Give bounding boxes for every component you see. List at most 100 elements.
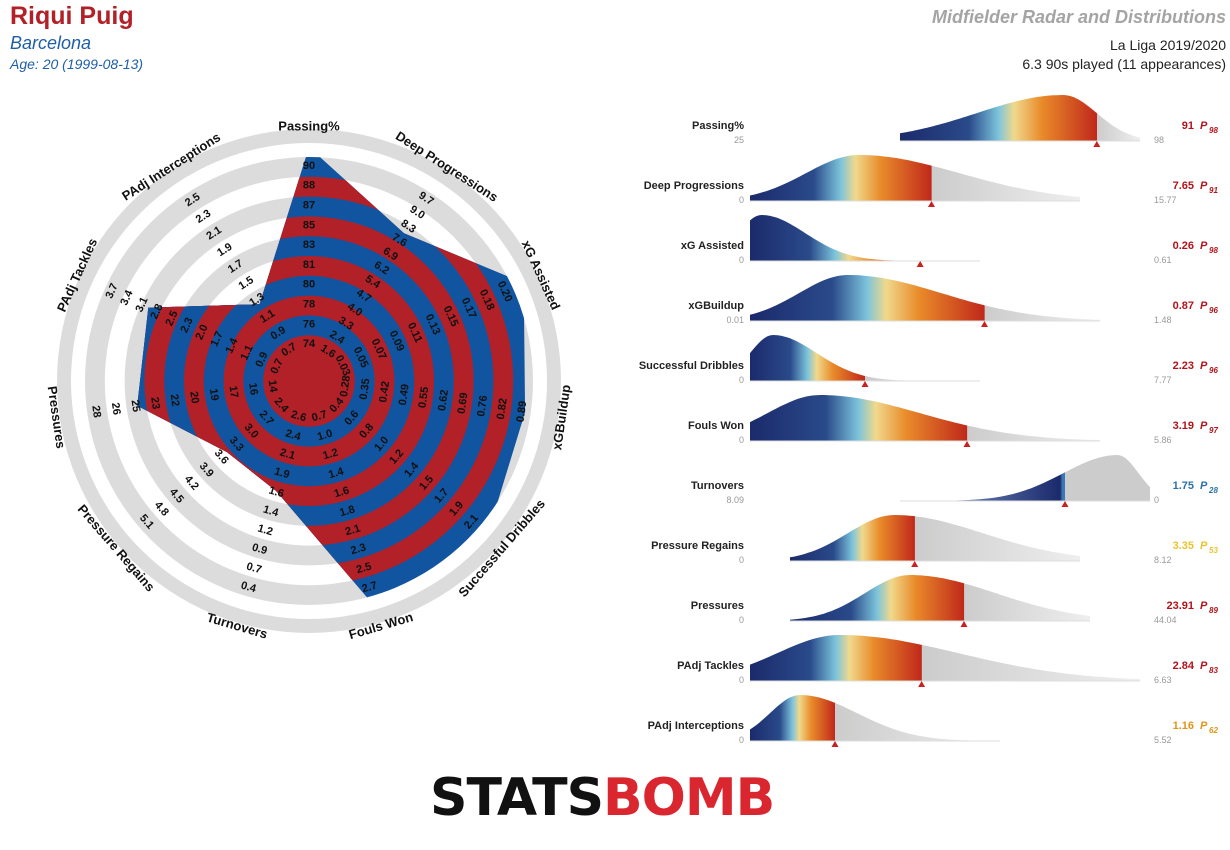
percentile-value: 53 (1209, 546, 1218, 555)
radar-tick-label: 88 (303, 180, 315, 192)
radar-tick-label: 28 (89, 405, 103, 419)
percentile-label: P (1200, 360, 1208, 372)
distribution-area (750, 215, 980, 261)
distribution-row: xGBuildup 0.01 1.480.87 P 96 (688, 275, 1218, 327)
radar-fill-center (282, 354, 336, 408)
radar-tick-label: 19 (207, 388, 221, 402)
metric-min: 0 (739, 195, 744, 205)
metric-label: Turnovers (691, 480, 744, 492)
distribution-row: Successful Dribbles 0 7.772.23 P 96 (639, 335, 1218, 387)
metric-label: xG Assisted (681, 240, 744, 252)
metric-max: 44.04 (1154, 615, 1177, 625)
radar-tick-label: 0.55 (416, 386, 431, 409)
radar-tick-label: 1.4 (262, 503, 281, 519)
distribution-row: Turnovers 8.09 0 1.75 P 28 (691, 455, 1218, 507)
radar-tick-label: 0.4 (239, 579, 258, 595)
team-name: Barcelona (10, 33, 92, 53)
metric-min: 0.01 (726, 315, 744, 325)
radar-chart: 74767880818385878890Passing%1.62.43.34.0… (45, 119, 574, 643)
percentile-label: P (1200, 600, 1208, 612)
radar-tick-label: 26 (109, 402, 123, 416)
value-marker (831, 741, 839, 747)
distribution-row: Fouls Won 0 5.863.19 P 97 (688, 395, 1218, 447)
value-marker (1061, 501, 1069, 507)
metric-value: 23.91 (1166, 600, 1194, 612)
metric-value: 2.23 (1173, 360, 1194, 372)
distribution-area (900, 95, 1140, 141)
radar-tick-label: 25 (129, 399, 143, 413)
percentile-label: P (1200, 660, 1208, 672)
radar-tick-label: 0.49 (397, 383, 412, 406)
radar-tick-label: 17 (227, 385, 241, 399)
metric-label: Fouls Won (688, 420, 744, 432)
percentile-value: 96 (1209, 366, 1218, 375)
percentile-value: 98 (1209, 246, 1218, 255)
radar-tick-label: 2.6 (290, 408, 308, 424)
value-marker (1093, 141, 1101, 147)
radar-tick-label: 1.6 (333, 484, 351, 500)
radar-tick-label: 2.1 (344, 522, 362, 538)
percentile-value: 96 (1209, 306, 1218, 315)
metric-max: 6.63 (1154, 675, 1172, 685)
percentile-label: P (1200, 300, 1208, 312)
radar-tick-label: 0.7 (310, 408, 328, 424)
value-marker (916, 261, 924, 267)
radar-tick-label: 0.35 (358, 378, 373, 401)
value-marker (918, 681, 926, 687)
distribution-area (750, 155, 1080, 201)
metric-min: 0 (739, 735, 744, 745)
metric-label: Pressures (691, 600, 744, 612)
distribution-area (750, 695, 1000, 741)
radar-tick-label: 2.3 (178, 316, 195, 335)
distribution-row: PAdj Interceptions 0 5.521.16 P 62 (648, 695, 1218, 747)
value-marker (960, 621, 968, 627)
metric-max: 15.77 (1154, 195, 1177, 205)
radar-tick-label: 1.8 (338, 503, 356, 519)
radar-tick-label: 80 (303, 279, 315, 291)
radar-tick-label: 0.9 (251, 541, 269, 557)
metric-min: 0 (739, 435, 744, 445)
distribution-row: Pressure Regains 0 8.123.35 P 53 (651, 515, 1218, 567)
radar-tick-label: 3.1 (133, 295, 150, 314)
radar-tick-label: 14 (266, 379, 280, 394)
percentile-label: P (1200, 540, 1208, 552)
value-marker (861, 381, 869, 387)
chart-title: Midfielder Radar and Distributions (931, 7, 1226, 27)
distribution-row: Pressures 0 44.04 23.91 P 89 (691, 575, 1218, 627)
distribution-row: xG Assisted 0 0.610.26 P 98 (681, 215, 1218, 267)
metric-min: 25 (734, 135, 744, 145)
value-marker (928, 201, 935, 207)
value-marker (963, 441, 971, 447)
metric-value: 91 (1182, 120, 1194, 132)
metric-min: 0 (739, 255, 744, 265)
metric-label: Successful Dribbles (639, 360, 744, 372)
radar-tick-label: 76 (303, 318, 315, 330)
radar-tick-label: 1.7 (208, 330, 225, 349)
distribution-row: PAdj Tackles 0 6.632.84 P 83 (677, 635, 1218, 687)
percentile-label: P (1200, 720, 1208, 732)
metric-label: xGBuildup (688, 300, 744, 312)
radar-tick-label: 2.3 (349, 541, 367, 557)
logo-stats-text: STATS (430, 768, 604, 828)
metric-value: 3.19 (1173, 420, 1194, 432)
radar-tick-label: 0.7 (268, 357, 285, 376)
radar-tick-label: 2.1 (278, 446, 296, 462)
radar-tick-label: 16 (246, 382, 260, 396)
radar-tick-label: 85 (303, 219, 315, 231)
metric-max: 1.48 (1154, 315, 1172, 325)
metric-min: 0 (739, 615, 744, 625)
player-age: Age: 20 (1999-08-13) (10, 56, 144, 72)
distribution-row: Deep Progressions 0 15.77 7.65 P 91 (644, 155, 1218, 207)
radar-tick-label: 83 (303, 239, 315, 251)
metric-min: 0 (739, 675, 744, 685)
metric-max: 5.52 (1154, 735, 1172, 745)
distribution-area (900, 455, 1150, 501)
radar-tick-label: 2.4 (284, 427, 303, 443)
radar-tick-label: 1.6 (267, 484, 285, 500)
league-season: La Liga 2019/2020 (1110, 37, 1226, 53)
minutes-played: 6.3 90s played (11 appearances) (1022, 56, 1226, 72)
percentile-label: P (1200, 120, 1208, 132)
value-marker (911, 561, 919, 567)
metric-value: 7.65 (1173, 180, 1194, 192)
percentile-value: 83 (1209, 666, 1218, 675)
